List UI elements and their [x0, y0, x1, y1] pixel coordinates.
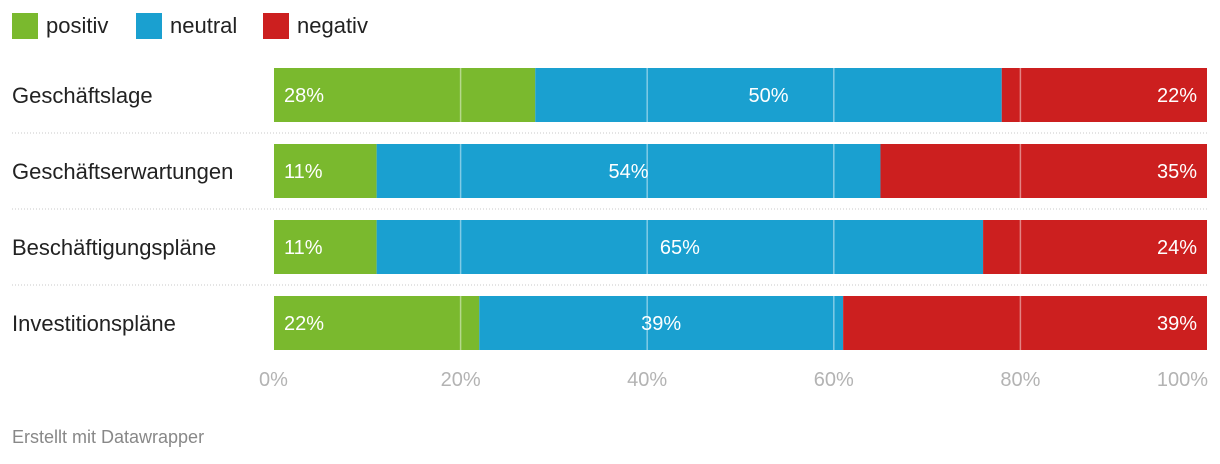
x-tick-label: 60% [814, 369, 854, 391]
legend-label: negativ [297, 13, 368, 38]
category-label: Geschäftserwartungen [12, 159, 233, 184]
x-tick-label: 40% [627, 369, 667, 391]
bar-segment-negativ [880, 144, 1207, 198]
bar-segment-neutral [535, 68, 1002, 122]
data-label-negativ: 39% [1157, 313, 1197, 335]
bar-segment-negativ [1001, 68, 1207, 122]
data-label-positiv: 22% [284, 313, 324, 335]
legend-label: neutral [170, 13, 237, 38]
data-label-positiv: 28% [284, 85, 324, 107]
bar-segment-positiv [274, 220, 377, 274]
legend: positiv neutral negativ [12, 13, 368, 39]
bar-segment-neutral [376, 220, 984, 274]
footer-credit: Erstellt mit Datawrapper [12, 427, 205, 447]
category-label: Beschäftigungspläne [12, 235, 216, 260]
data-label-positiv: 11% [284, 161, 323, 183]
bar-segment-neutral [376, 144, 881, 198]
bar-rows: Geschäftslage Geschäftserwartungen Beschäf… [12, 68, 1207, 350]
x-axis: 0% 20% 40% 60% 80% 100% [259, 369, 1208, 391]
x-tick-label: 100% [1157, 369, 1208, 391]
x-tick-label: 80% [1000, 369, 1040, 391]
gridlines [459, 68, 1022, 350]
bar-segment-positiv [274, 68, 536, 122]
data-label-neutral: 39% [641, 313, 681, 335]
data-label-neutral: 54% [609, 161, 649, 183]
x-tick-label: 0% [259, 369, 288, 391]
data-label-negativ: 24% [1157, 237, 1197, 259]
category-label: Geschäftslage [12, 83, 153, 108]
data-label-negativ: 35% [1157, 161, 1197, 183]
legend-swatch [263, 13, 289, 39]
bar-segment-positiv [274, 144, 377, 198]
legend-label: positiv [46, 13, 108, 38]
segment-labels: 28% 50% 22% 11% 54% 35% 11% 65% 24% 22% 39% 39% [284, 85, 1197, 335]
bar-row: Geschäftslage [12, 68, 1207, 122]
legend-item-negativ: negativ [263, 13, 368, 39]
data-label-neutral: 65% [660, 237, 700, 259]
bar-segment-negativ [843, 296, 1207, 350]
bar-row: Beschäftigungspläne [12, 220, 1207, 274]
legend-swatch [12, 13, 38, 39]
bar-segment-negativ [983, 220, 1207, 274]
x-tick-label: 20% [441, 369, 481, 391]
category-label: Investitionspläne [12, 311, 176, 336]
legend-item-neutral: neutral [136, 13, 237, 39]
bar-segment-positiv [274, 296, 480, 350]
legend-item-positiv: positiv [12, 13, 108, 39]
bar-row: Geschäftserwartungen [12, 144, 1207, 198]
data-label-positiv: 11% [284, 237, 323, 259]
legend-swatch [136, 13, 162, 39]
bar-row: Investitionspläne [12, 296, 1207, 350]
stacked-bar-chart: positiv neutral negativ GeschäftslageGesch… [12, 13, 1208, 391]
data-label-neutral: 50% [748, 85, 788, 107]
data-label-negativ: 22% [1157, 85, 1197, 107]
bar-segment-neutral [479, 296, 844, 350]
